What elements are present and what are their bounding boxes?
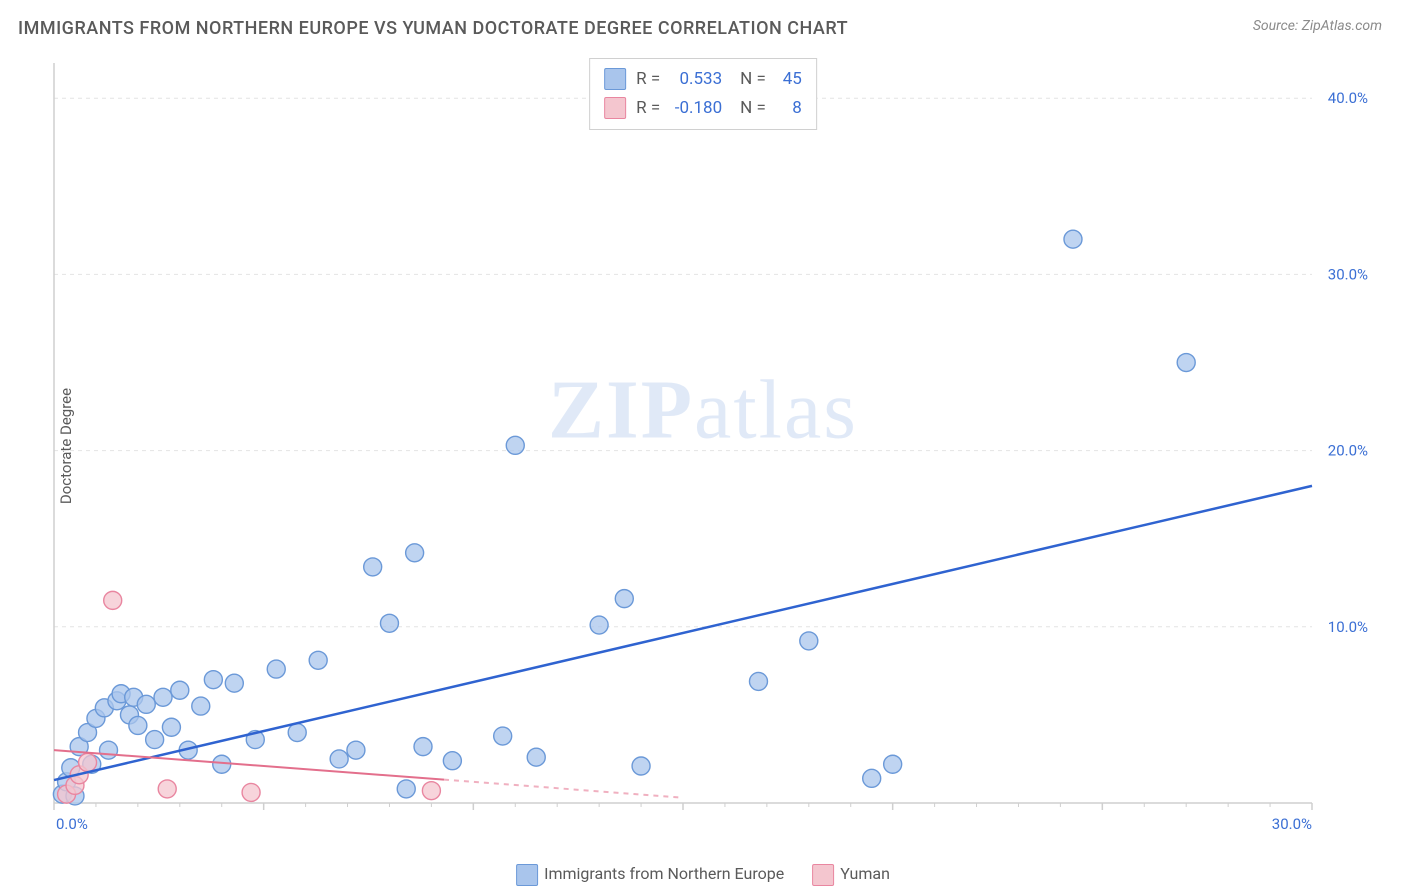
correlation-stats-box: R = 0.533 N = 45 R = -0.180 N = 8	[589, 58, 817, 130]
scatter-point	[632, 757, 650, 775]
scatter-point	[347, 741, 365, 759]
svg-text:10.0%: 10.0%	[1328, 618, 1368, 636]
stat-r-label: R =	[636, 94, 660, 123]
svg-text:0.0%: 0.0%	[56, 815, 88, 833]
scatter-point	[749, 672, 767, 690]
svg-text:30.0%: 30.0%	[1272, 815, 1312, 833]
scatter-point	[158, 780, 176, 798]
scatter-point	[443, 752, 461, 770]
scatter-plot: 10.0% 20.0% 30.0% 40.0% 0.0% 30.0%	[50, 55, 1380, 845]
stat-swatch	[604, 97, 626, 119]
scatter-point	[364, 558, 382, 576]
scatter-point	[154, 688, 172, 706]
scatter-point	[590, 616, 608, 634]
scatter-point	[330, 750, 348, 768]
scatter-point	[884, 755, 902, 773]
stat-n-value: 45	[776, 65, 802, 94]
scatter-point	[1177, 354, 1195, 372]
stat-n-label: N =	[740, 65, 766, 94]
scatter-point	[309, 651, 327, 669]
stat-r-value: 0.533	[670, 65, 722, 94]
stat-swatch	[604, 68, 626, 90]
scatter-point	[800, 632, 818, 650]
scatter-point	[225, 674, 243, 692]
scatter-point	[288, 724, 306, 742]
svg-text:30.0%: 30.0%	[1328, 265, 1368, 283]
scatter-point	[162, 718, 180, 736]
legend-swatch	[812, 864, 834, 886]
scatter-point	[397, 780, 415, 798]
scatter-point	[615, 590, 633, 608]
scatter-point	[422, 782, 440, 800]
legend-label: Yuman	[840, 864, 890, 883]
trend-line-dashed	[444, 780, 683, 798]
scatter-point	[380, 614, 398, 632]
legend-swatch	[516, 864, 538, 886]
scatter-point	[267, 660, 285, 678]
stat-n-value: 8	[776, 94, 802, 123]
legend-item: Yuman	[812, 864, 890, 886]
scatter-point	[863, 769, 881, 787]
scatter-point	[104, 591, 122, 609]
scatter-point	[129, 716, 147, 734]
scatter-point	[506, 436, 524, 454]
legend: Immigrants from Northern Europe Yuman	[516, 864, 890, 886]
trend-line	[54, 750, 444, 779]
scatter-point	[406, 544, 424, 562]
scatter-point	[414, 738, 432, 756]
scatter-point	[192, 697, 210, 715]
stat-r-label: R =	[636, 65, 660, 94]
legend-item: Immigrants from Northern Europe	[516, 864, 784, 886]
scatter-point	[146, 731, 164, 749]
scatter-point	[1064, 230, 1082, 248]
scatter-point	[494, 727, 512, 745]
legend-label: Immigrants from Northern Europe	[544, 864, 784, 883]
chart-title: IMMIGRANTS FROM NORTHERN EUROPE VS YUMAN…	[18, 18, 848, 39]
stat-row: R = -0.180 N = 8	[604, 94, 802, 123]
chart-container: IMMIGRANTS FROM NORTHERN EUROPE VS YUMAN…	[0, 0, 1406, 892]
scatter-point	[527, 748, 545, 766]
svg-text:40.0%: 40.0%	[1328, 89, 1368, 107]
scatter-point	[100, 741, 118, 759]
stat-n-label: N =	[740, 94, 766, 123]
scatter-point	[242, 783, 260, 801]
scatter-point	[79, 753, 97, 771]
stat-r-value: -0.180	[670, 94, 722, 123]
trend-line	[54, 486, 1312, 780]
scatter-point	[171, 681, 189, 699]
stat-row: R = 0.533 N = 45	[604, 65, 802, 94]
scatter-point	[137, 695, 155, 713]
svg-text:20.0%: 20.0%	[1328, 442, 1368, 460]
scatter-point	[204, 671, 222, 689]
source-attribution: Source: ZipAtlas.com	[1253, 18, 1382, 34]
